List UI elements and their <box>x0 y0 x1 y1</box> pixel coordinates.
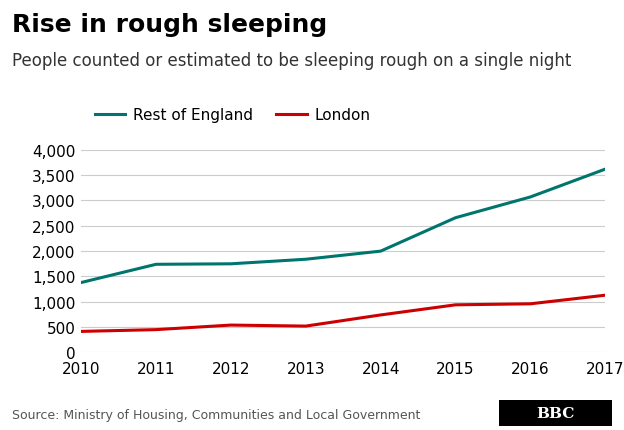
Text: BBC: BBC <box>536 406 575 420</box>
Text: People counted or estimated to be sleeping rough on a single night: People counted or estimated to be sleepi… <box>12 52 572 70</box>
Legend: Rest of England, London: Rest of England, London <box>89 101 376 129</box>
Text: Source: Ministry of Housing, Communities and Local Government: Source: Ministry of Housing, Communities… <box>12 408 421 421</box>
Text: Rise in rough sleeping: Rise in rough sleeping <box>12 13 328 37</box>
